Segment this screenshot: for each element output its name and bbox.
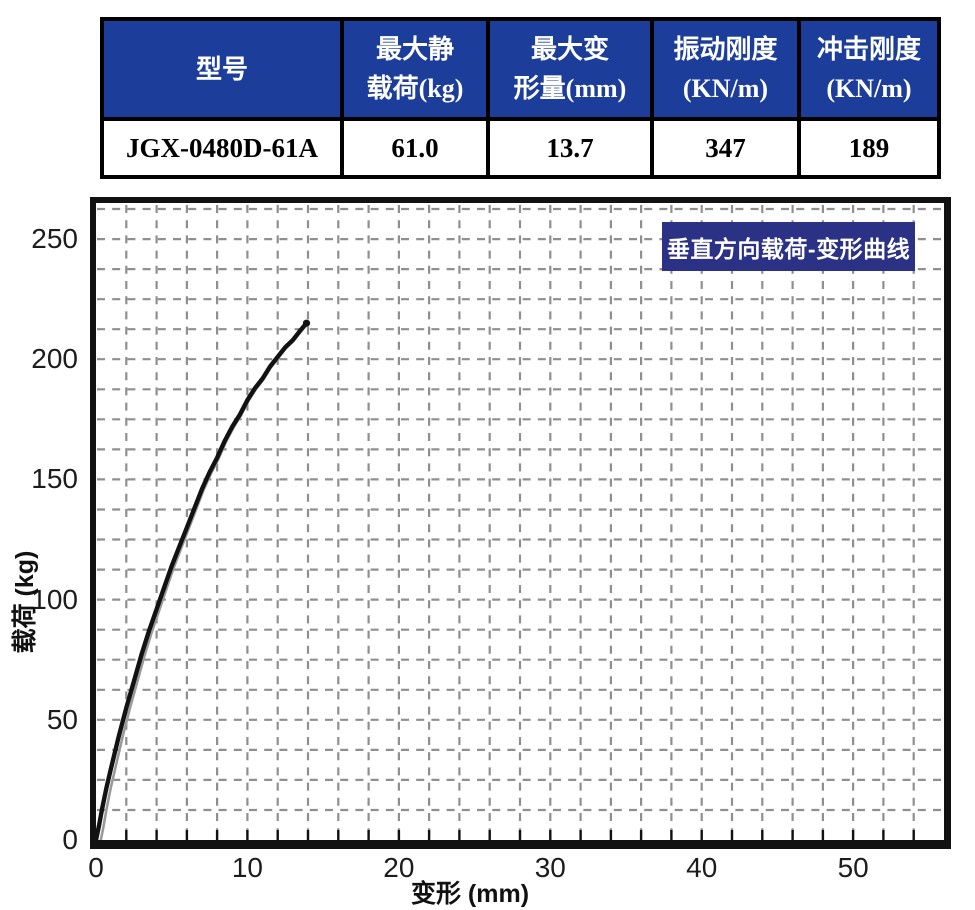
curve-echo — [99, 323, 308, 840]
x-axis-ticks — [96, 830, 915, 840]
col-header-max-static-load: 最大静 载荷(kg) — [344, 21, 486, 117]
x-tick-label: 40 — [686, 852, 718, 883]
cell-max-static-load: 61.0 — [344, 121, 486, 175]
y-axis-title: 载荷 (kg) — [11, 550, 39, 654]
header-line1: 冲击刚度 — [816, 35, 921, 64]
col-header-model: 型号 — [104, 21, 340, 117]
y-tick-label: 200 — [31, 343, 78, 375]
x-tick-label: 30 — [534, 852, 566, 883]
col-header-model-text: 型号 — [195, 54, 248, 84]
cell-vibration-stiffness: 347 — [654, 121, 797, 175]
x-tick-label: 50 — [837, 852, 869, 883]
header-line1: 最大变 — [530, 35, 609, 64]
load-deformation-plot — [96, 205, 942, 840]
x-tick-label: 20 — [383, 852, 415, 883]
cell-model: JGX-0480D-61A — [104, 121, 340, 175]
header-line1: 振动刚度 — [673, 35, 778, 64]
header-line1: 最大静 — [375, 35, 454, 64]
y-tick-label: 250 — [31, 223, 78, 255]
curve-tip — [302, 319, 311, 327]
x-axis-title: 变形 (mm) — [410, 880, 530, 908]
y-tick-label: 50 — [46, 703, 78, 735]
cell-max-deformation: 13.7 — [490, 121, 650, 175]
header-line2: 载荷(kg) — [366, 74, 464, 103]
col-header-impact-stiffness: 冲击刚度 (KN/m) — [801, 21, 937, 117]
x-tick-label: 10 — [231, 852, 263, 883]
col-header-max-deformation: 最大变 形量(mm) — [490, 21, 650, 117]
chart-frame: 垂直方向载荷-变形曲线 — [90, 197, 951, 849]
col-header-vibration-stiffness: 振动刚度 (KN/m) — [654, 21, 797, 117]
cell-impact-stiffness: 189 — [801, 121, 937, 175]
header-line2: (KN/m) — [826, 74, 912, 103]
load-deformation-curve — [96, 321, 309, 840]
legend-badge: 垂直方向载荷-变形曲线 — [662, 222, 915, 271]
y-tick-label: 150 — [31, 463, 78, 495]
y-tick-label: 100 — [31, 583, 78, 615]
grid — [97, 205, 942, 837]
header-line2: (KN/m) — [682, 74, 769, 103]
spec-table: 型号 最大静 载荷(kg) 最大变 形量(mm) 振动刚度 (KN/m) 冲击刚… — [100, 17, 941, 179]
x-tick-label: 0 — [88, 852, 104, 883]
header-line2: 形量(mm) — [513, 74, 627, 103]
y-tick-label: 0 — [62, 824, 78, 855]
